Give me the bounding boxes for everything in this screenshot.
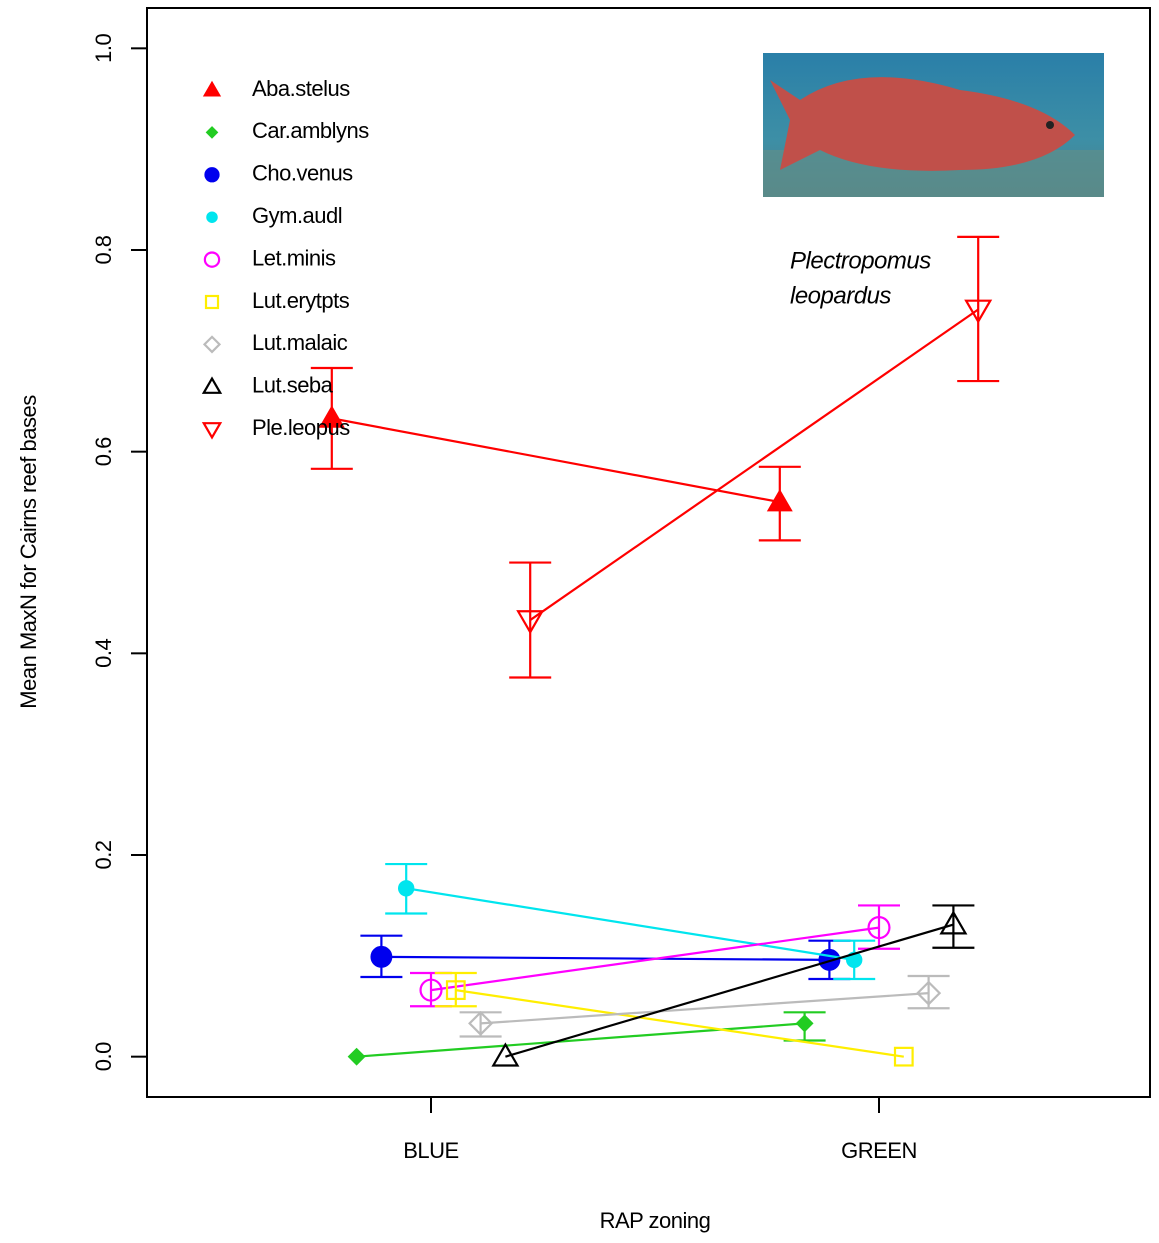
point [205, 126, 219, 139]
series-line [356, 1022, 805, 1058]
point [204, 167, 220, 183]
point [893, 1046, 914, 1067]
point [370, 945, 393, 968]
legend-label: Gym.audl [252, 203, 342, 228]
legend-label: Car.amblyns [252, 118, 369, 143]
point [419, 978, 443, 1002]
point [795, 1014, 814, 1033]
y-tick-label: 0.0 [91, 1042, 116, 1071]
series-line [505, 923, 954, 1058]
y-tick-label: 1.0 [91, 34, 116, 63]
y-tick-label: 0.4 [91, 639, 116, 668]
point [201, 422, 223, 440]
point [916, 980, 942, 1006]
point [202, 80, 222, 97]
point [445, 980, 466, 1001]
series-line [406, 887, 855, 961]
point [964, 299, 993, 324]
series-line [381, 955, 830, 961]
x-tick-label: BLUE [403, 1138, 458, 1163]
y-tick-label: 0.6 [91, 437, 116, 466]
y-tick-label: 0.2 [91, 840, 116, 869]
point [206, 211, 218, 223]
point [516, 610, 545, 635]
y-tick-label: 0.8 [91, 235, 116, 264]
legend-label: Lut.seba [252, 373, 334, 398]
point [491, 1042, 520, 1067]
legend-label: Ple.leopus [252, 415, 350, 440]
legend-label: Lut.erytpts [252, 288, 350, 313]
point [318, 405, 345, 428]
point [347, 1047, 366, 1066]
annotation: Plectropomus [790, 247, 931, 274]
legend-label: Lut.malaic [252, 330, 348, 355]
series-line [480, 992, 929, 1025]
x-tick-label: GREEN [841, 1138, 917, 1163]
point [204, 294, 220, 310]
photo-inset [763, 53, 1104, 197]
series-line [455, 989, 904, 1058]
point [468, 1010, 494, 1036]
point [766, 488, 793, 512]
series-line [529, 308, 979, 621]
legend-label: Cho.venus [252, 161, 353, 186]
point [398, 880, 415, 897]
point [867, 916, 891, 940]
series-line [430, 926, 880, 992]
series-line [331, 417, 781, 504]
point [201, 376, 223, 394]
plot-frame [146, 7, 1151, 1098]
point [939, 910, 968, 935]
legend-label: Let.minis [252, 245, 336, 270]
legend-label: Aba.stelus [252, 76, 350, 101]
x-axis-label: RAP zoning [600, 1208, 711, 1233]
point [203, 251, 221, 268]
point [202, 335, 222, 354]
y-axis-label: Mean MaxN for Cairns reef bases [16, 395, 41, 709]
annotation: leopardus [790, 282, 891, 309]
